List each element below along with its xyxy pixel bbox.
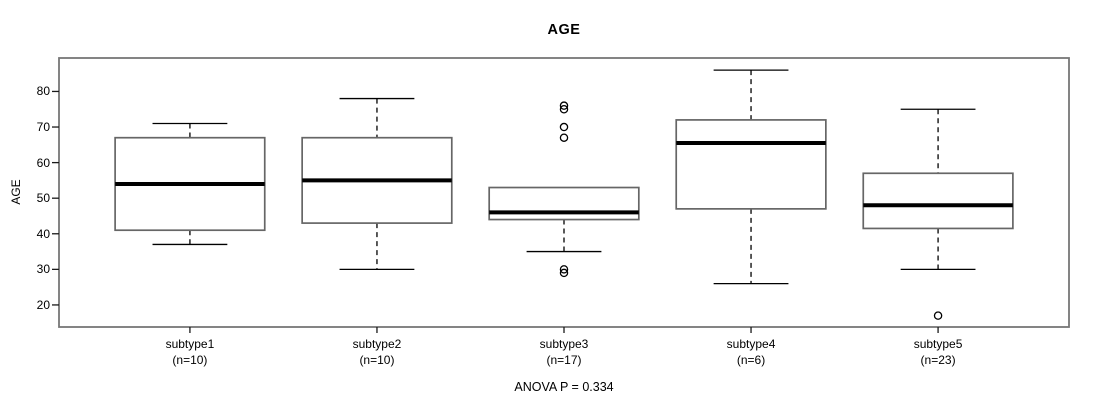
category-sample-size: (n=10) xyxy=(359,353,395,367)
outlier-point xyxy=(559,101,569,110)
category-name: subtype2 xyxy=(352,337,402,351)
outlier-point xyxy=(559,265,569,274)
category-name: subtype4 xyxy=(726,337,776,351)
box-subtype3 xyxy=(488,186,640,221)
category-label-subtype5: subtype5 (n=23) xyxy=(863,336,1013,368)
category-label-subtype2: subtype2 (n=10) xyxy=(302,336,452,368)
category-name: subtype5 xyxy=(913,337,963,351)
category-label-subtype1: subtype1 (n=10) xyxy=(115,336,265,368)
outlier-point xyxy=(933,311,943,320)
y-tick-label: 30 xyxy=(36,262,50,277)
y-tick-label: 50 xyxy=(36,191,50,206)
category-name: subtype1 xyxy=(165,337,215,351)
box-subtype5 xyxy=(862,172,1014,230)
outlier-point xyxy=(559,104,569,114)
category-sample-size: (n=23) xyxy=(920,353,956,367)
category-name: subtype3 xyxy=(539,337,589,351)
category-label-subtype3: subtype3 (n=17) xyxy=(489,336,639,368)
category-sample-size: (n=6) xyxy=(736,353,766,367)
y-tick-label: 70 xyxy=(36,120,50,135)
outlier-point xyxy=(559,268,569,278)
box-subtype4 xyxy=(675,119,827,210)
category-sample-size: (n=17) xyxy=(546,353,582,367)
y-tick-label: 20 xyxy=(36,297,50,312)
y-tick-label: 80 xyxy=(36,84,50,99)
anova-caption: ANOVA P = 0.334 xyxy=(514,380,614,394)
outlier-point xyxy=(559,122,569,132)
y-tick-label: 60 xyxy=(36,155,50,170)
y-tick-label: 40 xyxy=(36,226,50,241)
category-label-subtype4: subtype4 (n=6) xyxy=(676,336,826,368)
chart-title: AGE xyxy=(547,22,581,38)
category-sample-size: (n=10) xyxy=(172,353,208,367)
outlier-point xyxy=(559,133,569,142)
